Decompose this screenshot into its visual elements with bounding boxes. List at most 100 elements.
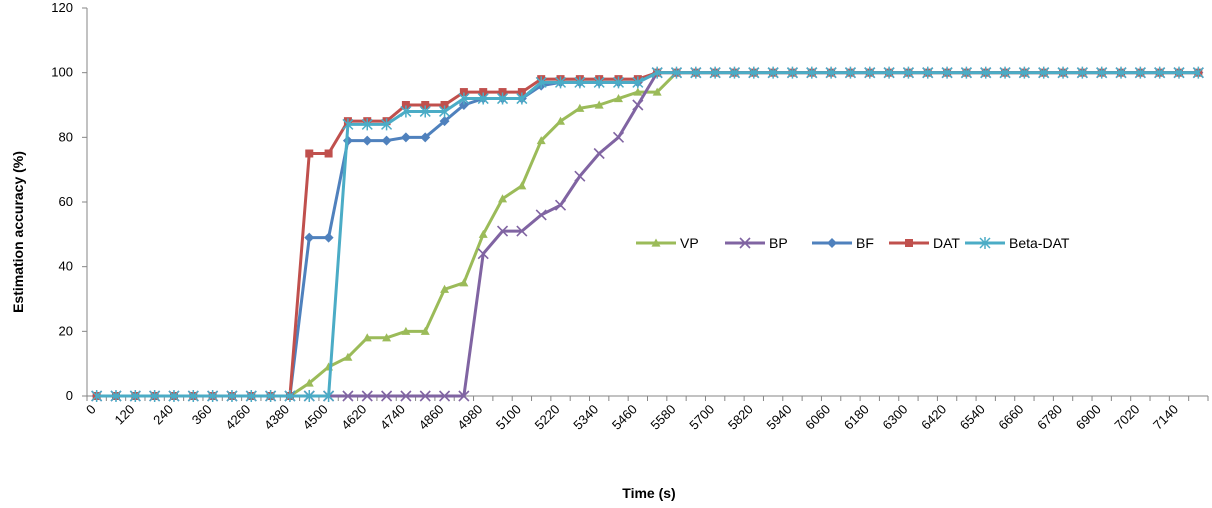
data-point-bp (361, 390, 373, 402)
x-tick-label: 5700 (686, 402, 717, 433)
y-tick-label: 100 (51, 65, 73, 80)
data-point-bf (420, 132, 431, 143)
x-tick-label: 4860 (416, 402, 447, 433)
x-tick-label: 240 (150, 402, 176, 428)
data-point-bp (574, 170, 586, 182)
legend-item-bf: BF (812, 235, 874, 251)
data-point-beta-dat (458, 92, 470, 105)
data-point-beta-dat (1192, 66, 1204, 79)
data-point-beta-dat (516, 92, 528, 105)
data-point-beta-dat (941, 66, 953, 79)
data-point-beta-dat (902, 66, 914, 79)
data-point-dat (324, 149, 333, 158)
data-point-beta-dat (574, 76, 586, 89)
data-point-beta-dat (187, 390, 199, 402)
data-point-beta-dat (864, 66, 876, 79)
x-tick-label: 5100 (493, 402, 524, 433)
data-point-beta-dat (1134, 66, 1146, 79)
data-point-vp (536, 136, 546, 145)
data-point-bp (632, 99, 644, 111)
data-point-bp (400, 390, 412, 402)
y-axis-title: Estimation accuracy (%) (10, 151, 26, 313)
data-point-vp (556, 116, 566, 125)
series-vp (92, 68, 1203, 400)
data-point-vp (343, 352, 353, 361)
data-point-beta-dat (1076, 66, 1088, 79)
data-point-bp (496, 225, 509, 237)
x-tick-label: 5340 (570, 402, 601, 433)
data-point-dat (517, 88, 526, 97)
legend-marker-vp (651, 238, 661, 247)
data-point-vp (420, 326, 430, 335)
data-point-bf (458, 100, 469, 110)
data-point-beta-dat (110, 390, 122, 402)
x-tick-label: 120 (111, 402, 137, 428)
data-point-dat (421, 101, 430, 109)
legend-marker-beta-dat (979, 237, 991, 249)
data-point-vp (517, 181, 527, 190)
data-point-beta-dat (265, 390, 277, 402)
data-point-beta-dat (226, 390, 238, 402)
data-point-bp (477, 248, 489, 260)
x-tick-label: 4740 (377, 402, 408, 433)
x-tick-label: 5580 (648, 402, 679, 433)
data-point-beta-dat (883, 66, 895, 79)
data-point-vp (304, 378, 314, 387)
data-point-vp (575, 103, 585, 112)
data-point-dat (440, 101, 449, 109)
data-point-beta-dat (632, 76, 644, 89)
data-point-beta-dat (1154, 66, 1166, 79)
x-tick-label: 7140 (1150, 402, 1181, 433)
data-point-beta-dat (748, 66, 760, 79)
x-tick-label: 6420 (918, 402, 949, 433)
data-point-dat (401, 101, 410, 109)
data-point-beta-dat (439, 105, 451, 118)
legend-item-dat: DAT (889, 235, 960, 251)
legend-item-beta-dat: Beta-DAT (965, 235, 1070, 251)
data-point-bp (342, 390, 354, 402)
x-tick-label: 5820 (725, 402, 756, 433)
data-point-beta-dat (651, 66, 663, 79)
x-tick-label: 6540 (957, 402, 988, 433)
data-point-vp (652, 87, 662, 96)
legend-label-dat: DAT (933, 235, 960, 251)
legend-label-bp: BP (769, 235, 788, 251)
series-layer (91, 66, 1204, 402)
x-tick-label: 6180 (841, 402, 872, 433)
data-point-bf (323, 232, 334, 243)
data-point-vp (459, 278, 469, 287)
data-point-vp (362, 333, 372, 342)
data-point-beta-dat (477, 92, 489, 105)
y-tick-label: 40 (59, 259, 73, 274)
data-point-vp (440, 284, 450, 293)
data-point-beta-dat (207, 390, 219, 402)
series-line-beta-dat (96, 71, 1199, 398)
data-point-bp (419, 390, 431, 402)
data-point-beta-dat (1115, 66, 1127, 79)
data-point-beta-dat (1057, 66, 1069, 79)
data-point-beta-dat (922, 66, 934, 79)
data-point-beta-dat (149, 390, 161, 402)
data-point-bf (304, 232, 315, 243)
data-point-dat (305, 149, 314, 158)
data-point-dat (498, 88, 507, 97)
data-point-beta-dat (593, 76, 605, 89)
data-point-bp (516, 225, 528, 237)
data-point-vp (401, 326, 411, 335)
data-point-beta-dat (284, 390, 296, 402)
data-point-beta-dat (400, 105, 412, 118)
data-point-beta-dat (825, 66, 837, 79)
data-point-vp (594, 100, 604, 109)
data-point-beta-dat (999, 66, 1011, 79)
data-point-beta-dat (323, 390, 335, 402)
data-point-bp (593, 147, 605, 160)
x-tick-label: 5460 (609, 402, 640, 433)
x-tick-label: 4620 (338, 402, 369, 433)
x-tick-label: 7020 (1111, 402, 1142, 433)
y-tick-label: 80 (59, 129, 73, 144)
data-point-beta-dat (844, 66, 856, 79)
data-point-beta-dat (1173, 66, 1185, 79)
data-point-beta-dat (245, 390, 257, 402)
legend-label-bf: BF (856, 235, 874, 251)
data-point-beta-dat (381, 118, 393, 131)
